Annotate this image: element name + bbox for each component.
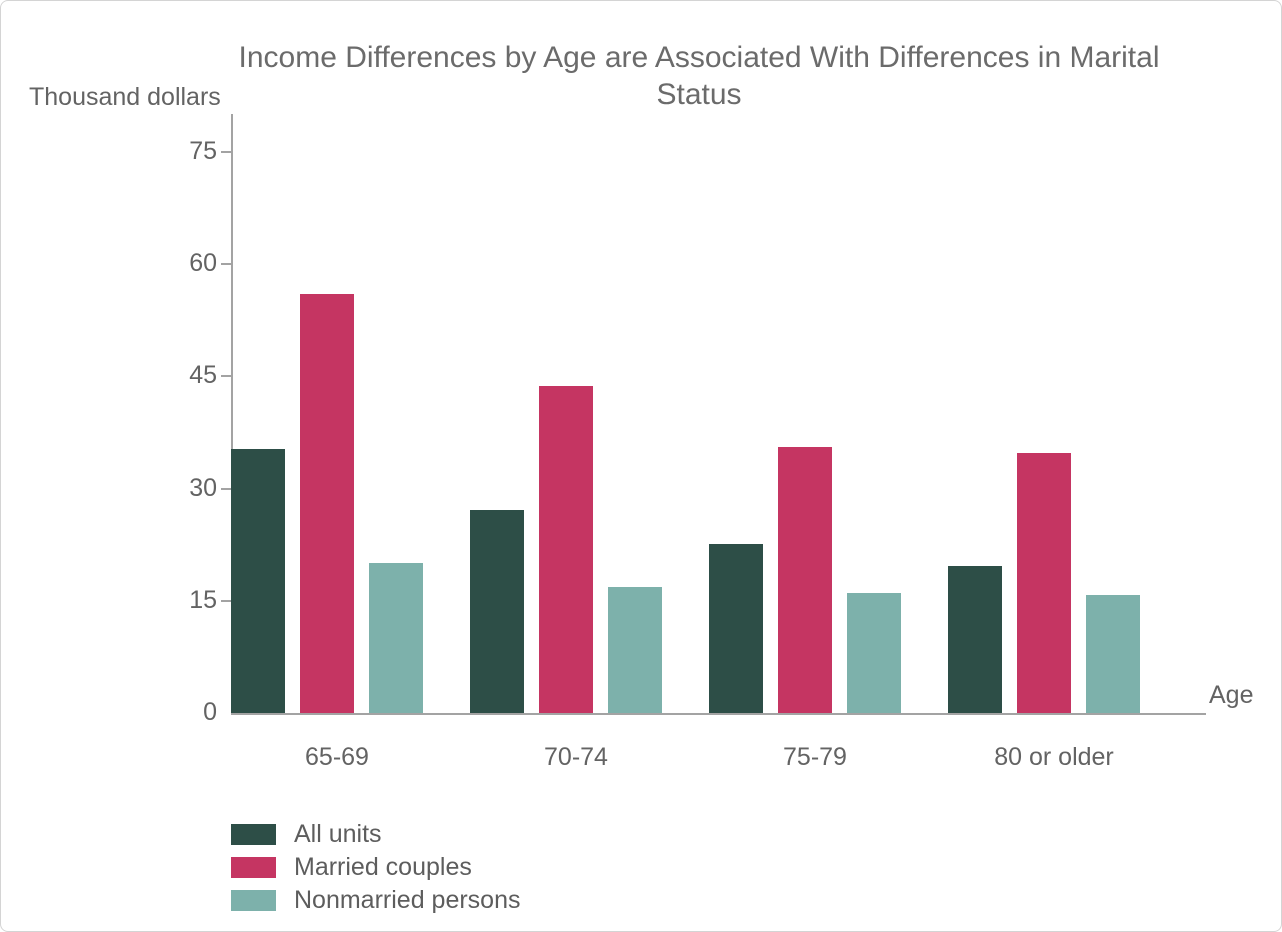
bar-married-couples-70-74 <box>539 386 593 713</box>
bar-nonmarried-persons-65-69 <box>369 562 423 713</box>
y-axis-tick-label: 60 <box>189 249 217 278</box>
x-axis-category-label: 80 or older <box>994 743 1114 771</box>
y-axis-tick <box>221 375 231 378</box>
x-axis-title: Age <box>1209 681 1254 709</box>
y-axis-tick-label: 75 <box>189 137 217 165</box>
bar-married-couples-80-or-older <box>1017 453 1071 713</box>
legend-item-nonmarried-persons: Nonmarried persons <box>231 886 521 914</box>
x-axis-category-label: 70-74 <box>544 743 608 771</box>
legend-label-nonmarried-persons: Nonmarried persons <box>294 886 521 914</box>
bar-nonmarried-persons-70-74 <box>608 586 662 713</box>
legend-item-married-couples: Married couples <box>231 853 521 881</box>
y-axis-tick <box>221 487 231 490</box>
bar-nonmarried-persons-75-79 <box>847 592 901 713</box>
y-axis-tick-label: 45 <box>189 361 217 390</box>
bar-all-units-70-74 <box>470 509 524 713</box>
bar-all-units-75-79 <box>709 543 763 713</box>
legend-swatch-nonmarried-persons <box>231 890 276 911</box>
legend-item-all-units: All units <box>231 820 521 848</box>
legend: All units Married couples Nonmarried perso… <box>231 820 521 920</box>
bar-married-couples-75-79 <box>778 446 832 713</box>
y-axis-tick <box>221 599 231 602</box>
legend-label-all-units: All units <box>294 820 382 848</box>
legend-label-married-couples: Married couples <box>294 853 472 881</box>
y-axis-tick-label: 0 <box>203 698 217 726</box>
bar-all-units-65-69 <box>231 448 285 713</box>
y-axis-tick <box>221 263 231 266</box>
x-axis-category-label: 65-69 <box>305 743 369 771</box>
chart-title: Income Differences by Age are Associated… <box>238 41 1160 111</box>
y-axis-tick-label: 30 <box>189 473 217 502</box>
bar-nonmarried-persons-80-or-older <box>1086 594 1140 713</box>
y-axis-tick <box>221 151 231 153</box>
y-axis-tick-label: 15 <box>189 585 217 614</box>
y-axis-unit-label: Thousand dollars <box>29 83 221 111</box>
bar-married-couples-65-69 <box>300 294 354 713</box>
x-axis-category-label: 75-79 <box>783 743 847 771</box>
legend-swatch-married-couples <box>231 857 276 878</box>
bar-all-units-80-or-older <box>948 566 1002 713</box>
legend-swatch-all-units <box>231 824 276 845</box>
x-axis-line <box>231 713 1206 715</box>
y-axis-line <box>231 114 233 715</box>
